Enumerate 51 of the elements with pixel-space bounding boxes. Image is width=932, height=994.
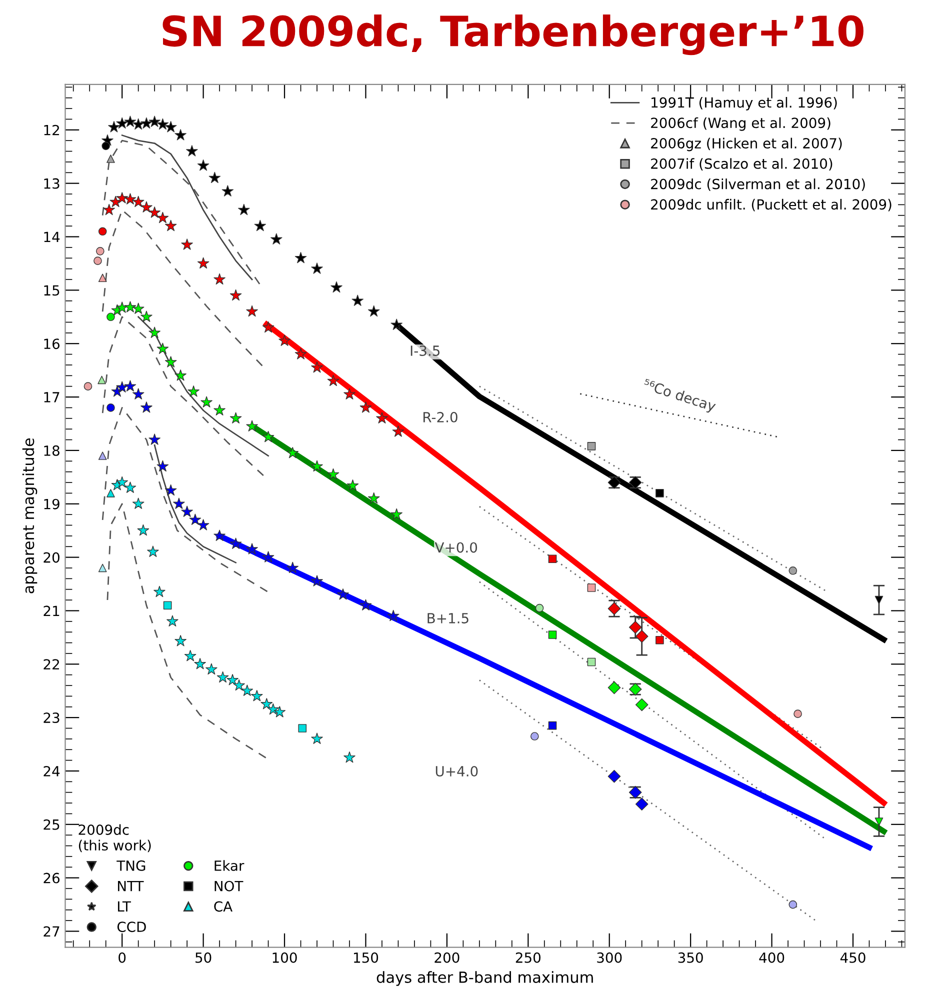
x-tick-label: 200: [434, 952, 460, 963]
legend-label: Ekar: [214, 860, 244, 871]
annotation: V+0.0: [434, 542, 478, 553]
y-tick-label: 16: [44, 338, 60, 350]
x-axis-title: days after B-band maximum: [376, 971, 593, 986]
legend-label: LT: [118, 901, 131, 912]
legend-title: 2009dc (this work): [78, 824, 151, 852]
legend-label: CA: [214, 901, 232, 912]
x-tick-label: 150: [354, 952, 378, 963]
legend-label: 2006cf (Wang et al. 2009): [651, 117, 830, 131]
legend-label: 2007if (Scalzo et al. 2010): [651, 158, 832, 171]
annotation: ⁵⁶Co decay: [642, 378, 717, 414]
y-tick-label: 13: [44, 178, 60, 189]
legend-label: 2009dc (Silverman et al. 2010): [651, 178, 865, 191]
point: [106, 489, 115, 498]
y-tick-label: 21: [44, 606, 60, 616]
legend-label: NTT: [118, 880, 144, 892]
x-tick-label: 0: [118, 952, 126, 963]
x-tick-label: 400: [759, 952, 784, 963]
y-tick-label: 12: [44, 124, 59, 136]
x-tick-label: 250: [516, 952, 540, 963]
legend-label: 2006gz (Hicken et al. 2007): [651, 138, 842, 152]
y-tick-label: 26: [44, 872, 60, 884]
x-tick-label: 50: [196, 952, 212, 963]
x-tick-label: 100: [272, 952, 297, 963]
x-tick-label: 450: [840, 952, 866, 963]
y-tick-label: 17: [44, 392, 60, 402]
annotation: B+1.5: [428, 613, 468, 624]
y-axis-title: apparent magnitude: [22, 438, 38, 594]
annotation: R-2.0: [423, 412, 458, 422]
y-tick-label: 14: [44, 232, 60, 242]
x-tick-label: 350: [678, 952, 703, 963]
y-tick-label: 25: [44, 819, 60, 830]
point: [98, 564, 107, 572]
legend-label: 2009dc unfilt. (Puckett et al. 2009): [651, 198, 892, 212]
legend-label: NOT: [214, 880, 244, 892]
y-tick-label: 20: [44, 552, 60, 563]
y-tick-label: 24: [44, 766, 60, 776]
chart-title: SN 2009dc, Tarbenberger+’10: [162, 14, 864, 56]
y-tick-label: 18: [44, 445, 60, 456]
legend-label: CCD: [117, 922, 146, 932]
y-tick-label: 19: [44, 498, 60, 510]
annotation: I-3.5: [410, 345, 440, 356]
legend-label: 1991T (Hamuy et al. 1996): [652, 96, 837, 110]
y-tick-label: 15: [44, 285, 60, 296]
y-tick-label: 23: [44, 712, 60, 724]
y-tick-label: 27: [44, 926, 60, 937]
y-tick-label: 22: [44, 659, 59, 670]
annotation: U+4.0: [436, 766, 478, 777]
legend-label: TNG: [116, 860, 146, 871]
x-tick-label: 300: [597, 952, 622, 963]
